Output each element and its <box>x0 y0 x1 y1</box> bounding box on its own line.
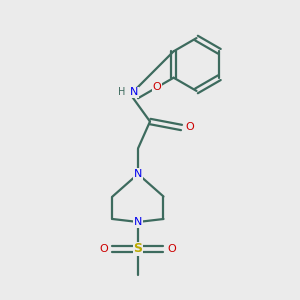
Text: N: N <box>134 217 142 227</box>
Text: O: O <box>100 244 109 254</box>
Text: O: O <box>167 244 176 254</box>
Text: O: O <box>185 122 194 133</box>
Text: O: O <box>152 82 161 92</box>
Text: S: S <box>134 242 142 256</box>
Text: N: N <box>130 87 138 98</box>
Text: N: N <box>134 169 142 179</box>
Text: H: H <box>118 87 126 98</box>
